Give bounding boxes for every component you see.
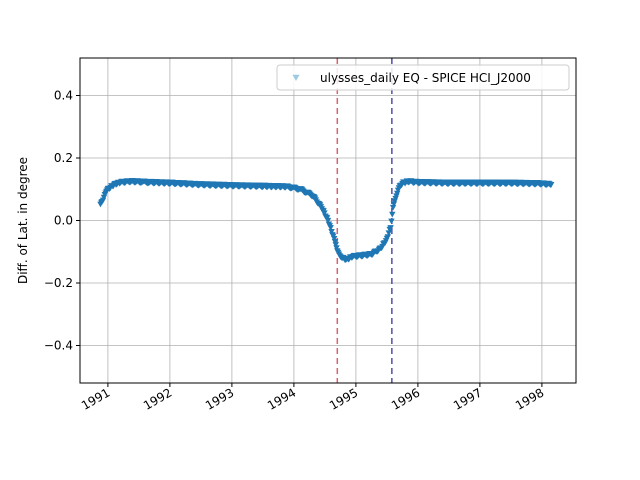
legend: ulysses_daily EQ - SPICE HCI_J2000 <box>276 64 570 91</box>
y-axis-label: Diff. of Lat. in degree <box>16 157 30 284</box>
x-tick-label: 1995 <box>327 385 360 412</box>
data-point <box>328 229 335 235</box>
y-tick-label: 0.2 <box>54 151 73 165</box>
x-tick-label: 1993 <box>203 385 236 412</box>
data-point <box>331 235 338 242</box>
data-point <box>321 210 328 217</box>
legend-marker-icon <box>292 74 300 81</box>
legend-label: ulysses_daily EQ - SPICE HCI_J2000 <box>320 71 531 85</box>
x-tick-label: 1997 <box>451 385 484 412</box>
y-tick-label: −0.4 <box>44 339 73 353</box>
data-point <box>389 211 396 218</box>
legend-box <box>276 64 570 91</box>
data-point <box>331 239 339 245</box>
x-tick-label: 1996 <box>389 385 422 412</box>
y-tick-label: 0.0 <box>54 214 73 228</box>
x-axis: 1991 1992 1993 1994 1995 1996 1997 1998 <box>79 383 546 413</box>
y-tick-label: 0.4 <box>54 89 73 103</box>
data-point <box>385 230 392 237</box>
data-point <box>387 225 394 231</box>
x-tick-label: 1991 <box>79 385 112 412</box>
grid <box>80 58 576 383</box>
x-tick-label: 1994 <box>265 385 298 412</box>
data-point <box>389 204 397 211</box>
data-points <box>97 178 555 264</box>
y-axis: −0.4 −0.2 0.0 0.2 0.4 <box>44 89 80 353</box>
data-point <box>548 182 555 188</box>
data-point <box>394 190 401 197</box>
y-tick-label: −0.2 <box>44 276 73 290</box>
x-tick-label: 1992 <box>141 385 174 412</box>
data-point <box>388 218 395 225</box>
x-tick-label: 1998 <box>513 385 546 412</box>
data-point <box>332 242 339 248</box>
data-point <box>390 201 398 208</box>
data-point <box>333 245 340 251</box>
data-point <box>384 234 392 240</box>
data-point <box>324 217 332 224</box>
data-point <box>327 225 334 231</box>
